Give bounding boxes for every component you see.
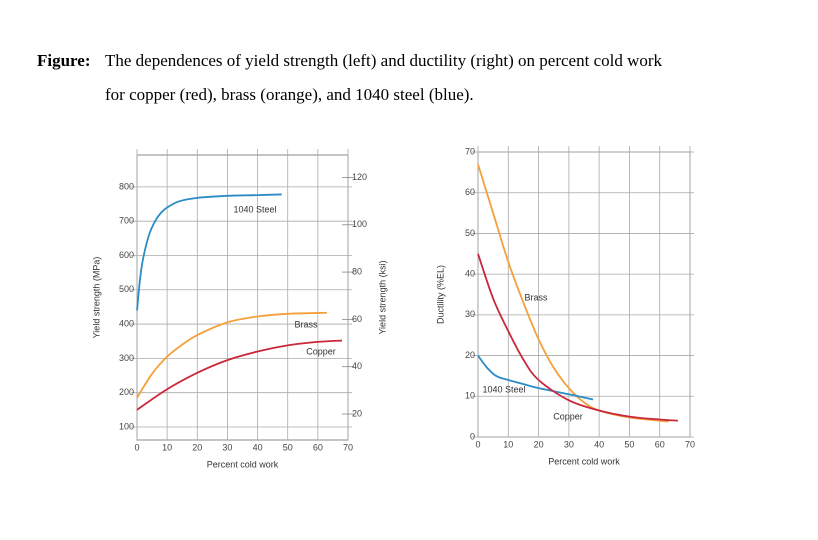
y-tick-label: 40 <box>465 269 475 279</box>
x-axis-label: Percent cold work <box>548 456 620 466</box>
y-tick-label: 10 <box>465 391 475 401</box>
series-line <box>477 253 678 422</box>
caption-line: for copper (red), brass (orange), and 10… <box>105 85 474 104</box>
y2-tick-label: 120 <box>352 172 367 182</box>
x-tick-label: 50 <box>283 442 293 452</box>
x-tick-label: 40 <box>594 439 604 449</box>
y-tick-label: 100 <box>119 421 134 431</box>
x-tick-label: 10 <box>162 442 172 452</box>
x-tick-label: 10 <box>503 439 513 449</box>
y-axis-label: Yield strength (MPa) <box>91 257 101 339</box>
x-tick-label: 20 <box>534 439 544 449</box>
y-tick-label: 0 <box>470 431 475 441</box>
x-tick-label: 50 <box>624 439 634 449</box>
x-tick-label: 60 <box>313 442 323 452</box>
x-tick-label: 0 <box>475 439 480 449</box>
y-axis-label: Ductility (%EL) <box>435 265 445 324</box>
y2-tick-label: 20 <box>352 408 362 418</box>
y-tick-label: 60 <box>465 187 475 197</box>
y2-tick-label: 40 <box>352 361 362 371</box>
y-tick-label: 50 <box>465 228 475 238</box>
caption-line: The dependences of yield strength (left)… <box>105 51 663 70</box>
y-tick-label: 500 <box>119 284 134 294</box>
y-tick-label: 200 <box>119 387 134 397</box>
y-tick-label: 600 <box>119 250 134 260</box>
plot-frame <box>136 154 349 441</box>
y2-tick-label: 100 <box>352 219 367 229</box>
y-tick-label: 400 <box>119 318 134 328</box>
series-line <box>136 193 282 311</box>
x-tick-label: 30 <box>222 442 232 452</box>
caption-label: Figure: <box>37 51 91 70</box>
series-line <box>136 339 343 411</box>
series-label: Copper <box>306 346 336 356</box>
x-axis-label: Percent cold work <box>207 459 279 469</box>
x-tick-label: 70 <box>685 439 695 449</box>
y-tick-label: 20 <box>465 350 475 360</box>
x-tick-label: 20 <box>192 442 202 452</box>
series-line <box>477 163 669 423</box>
y-tick-label: 800 <box>119 181 134 191</box>
x-tick-label: 40 <box>253 442 263 452</box>
y2-tick-label: 60 <box>352 314 362 324</box>
series-label: Brass <box>294 319 318 329</box>
x-tick-label: 30 <box>564 439 574 449</box>
series-label: 1040 Steel <box>482 384 525 394</box>
x-tick-label: 0 <box>134 442 139 452</box>
y2-axis-label: Yield strength (ksi) <box>377 260 387 334</box>
series-line <box>477 355 594 401</box>
y-tick-label: 300 <box>119 353 134 363</box>
y-tick-label: 30 <box>465 309 475 319</box>
y2-tick-label: 80 <box>352 266 362 276</box>
series-label: 1040 Steel <box>233 204 276 214</box>
series-label: Brass <box>524 292 548 302</box>
x-tick-label: 70 <box>343 442 353 452</box>
series-line <box>136 311 327 399</box>
series-label: Copper <box>553 411 583 421</box>
x-tick-label: 60 <box>655 439 665 449</box>
y-tick-label: 70 <box>465 146 475 156</box>
y-tick-label: 700 <box>119 216 134 226</box>
